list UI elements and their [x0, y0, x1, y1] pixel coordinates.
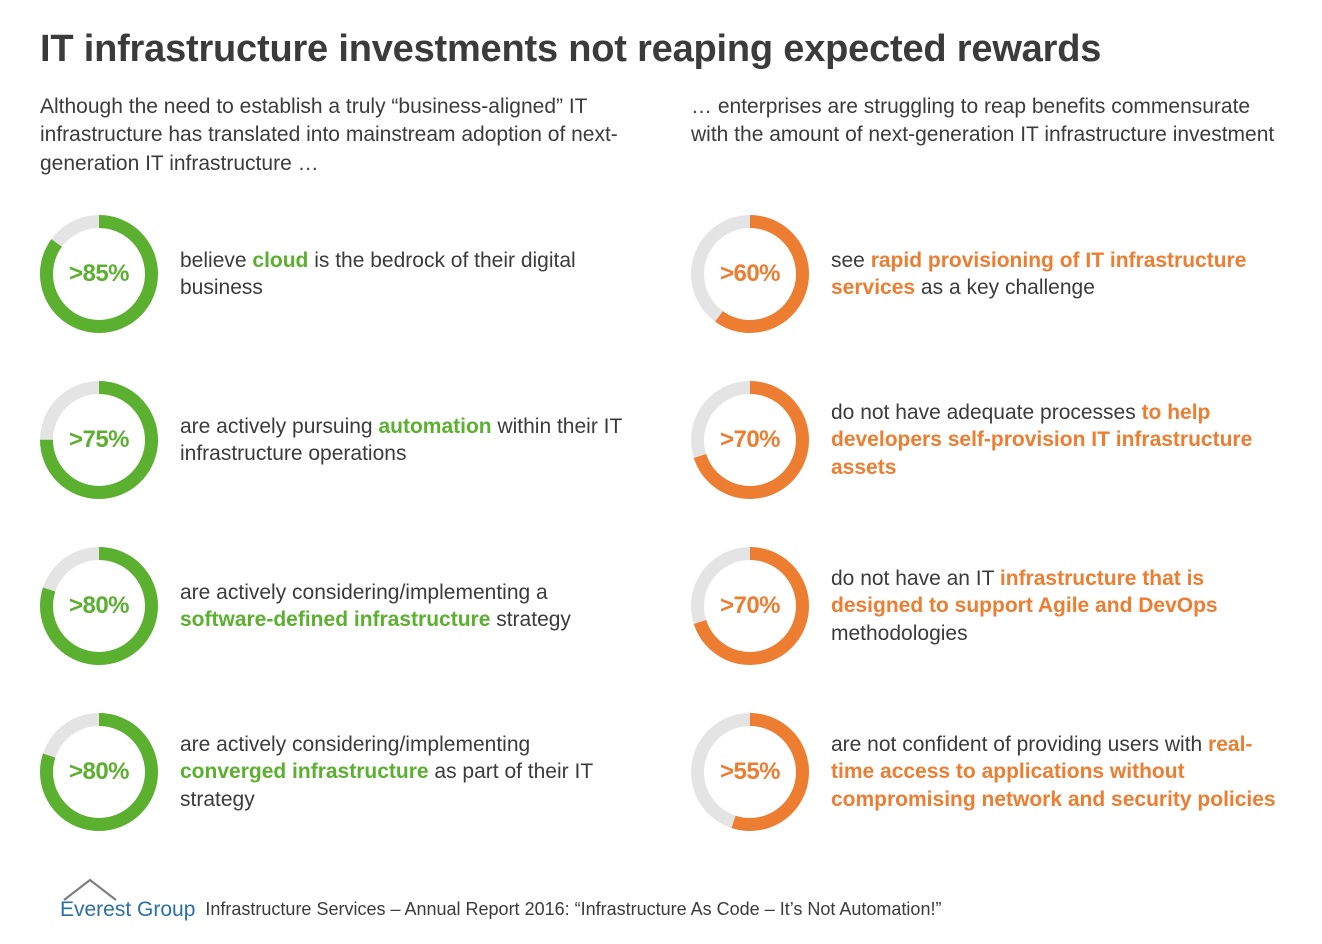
right-stats: >60% see rapid provisioning of IT infrast…	[691, 215, 1282, 879]
stat-row: >55% are not confident of providing users…	[691, 713, 1282, 831]
donut-chart: >85%	[40, 215, 158, 333]
donut-label: >75%	[40, 381, 158, 499]
donut-chart: >70%	[691, 547, 809, 665]
footer: Everest Group Infrastructure Services – …	[60, 876, 941, 922]
stat-row: >70% do not have adequate processes to he…	[691, 381, 1282, 499]
left-stats: >85% believe cloud is the bedrock of thei…	[40, 215, 631, 879]
donut-label: >80%	[40, 713, 158, 831]
stat-text: are actively considering/implementing co…	[180, 731, 631, 813]
stat-row: >75% are actively pursuing automation wit…	[40, 381, 631, 499]
stat-text: believe cloud is the bedrock of their di…	[180, 247, 631, 302]
stat-row: >70% do not have an IT infrastructure tha…	[691, 547, 1282, 665]
donut-label: >55%	[691, 713, 809, 831]
donut-chart: >70%	[691, 381, 809, 499]
donut-chart: >80%	[40, 547, 158, 665]
donut-label: >80%	[40, 547, 158, 665]
stat-row: >80% are actively considering/implementin…	[40, 713, 631, 831]
donut-label: >70%	[691, 547, 809, 665]
stat-text: see rapid provisioning of IT infrastruct…	[831, 247, 1282, 302]
stat-text: are actively pursuing automation within …	[180, 413, 631, 468]
logo-text: Everest Group	[60, 898, 195, 922]
highlight-text: infrastructure that is designed to suppo…	[831, 567, 1218, 617]
donut-chart: >80%	[40, 713, 158, 831]
donut-chart: >60%	[691, 215, 809, 333]
stat-row: >85% believe cloud is the bedrock of thei…	[40, 215, 631, 333]
left-intro: Although the need to establish a truly “…	[40, 93, 631, 181]
donut-chart: >55%	[691, 713, 809, 831]
everest-group-logo: Everest Group	[60, 876, 195, 922]
donut-label: >60%	[691, 215, 809, 333]
highlight-text: converged infrastructure	[180, 760, 429, 783]
stat-text: do not have an IT infrastructure that is…	[831, 565, 1282, 647]
highlight-text: automation	[378, 415, 491, 438]
columns: Although the need to establish a truly “…	[40, 93, 1282, 879]
footer-caption: Infrastructure Services – Annual Report …	[205, 899, 941, 922]
stat-text: are actively considering/implementing a …	[180, 579, 631, 634]
donut-label: >85%	[40, 215, 158, 333]
donut-label: >70%	[691, 381, 809, 499]
stat-row: >80% are actively considering/implementin…	[40, 547, 631, 665]
highlight-text: rapid provisioning of IT infrastructure …	[831, 249, 1246, 299]
stat-text: are not confident of providing users wit…	[831, 731, 1282, 813]
left-column: Although the need to establish a truly “…	[40, 93, 631, 879]
right-column: … enterprises are struggling to reap ben…	[691, 93, 1282, 879]
highlight-text: software-defined infrastructure	[180, 608, 490, 631]
highlight-text: to help developers self-provision IT inf…	[831, 401, 1252, 479]
donut-chart: >75%	[40, 381, 158, 499]
highlight-text: real-time access to applications without…	[831, 733, 1276, 811]
stat-row: >60% see rapid provisioning of IT infrast…	[691, 215, 1282, 333]
highlight-text: cloud	[252, 249, 308, 272]
page-title: IT infrastructure investments not reapin…	[40, 28, 1282, 71]
right-intro: … enterprises are struggling to reap ben…	[691, 93, 1282, 181]
stat-text: do not have adequate processes to help d…	[831, 399, 1282, 481]
